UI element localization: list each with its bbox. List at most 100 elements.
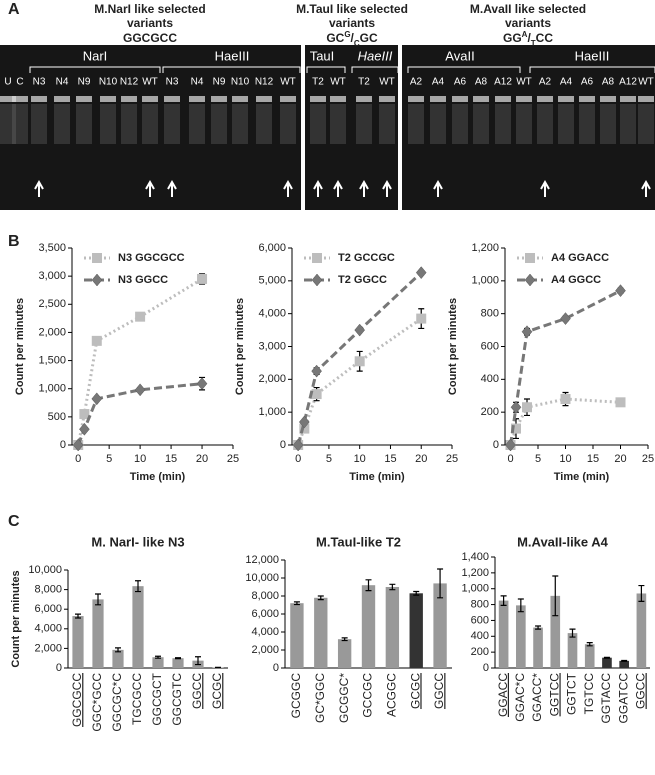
arrow <box>313 179 323 197</box>
panel-label: C <box>8 513 20 530</box>
y-tick-label: 1,000 <box>471 275 499 287</box>
chart-title: M.TauI-like T2 <box>316 534 401 549</box>
marker <box>511 423 521 434</box>
error-bar <box>603 656 610 659</box>
bar <box>550 595 561 668</box>
enzyme-label: HaeIII <box>215 48 250 63</box>
x-tick-label: GGCGCT <box>150 672 164 725</box>
y-tick-label: 10,000 <box>245 572 279 584</box>
site-part: GC <box>326 31 344 45</box>
lane-label: N3 <box>166 77 179 88</box>
lane-label: C <box>16 77 23 88</box>
band <box>100 96 116 102</box>
smear <box>620 104 636 144</box>
y-tick-label: 0 <box>280 439 286 451</box>
y-axis-label: Count per minutes <box>447 298 459 395</box>
legend-marker <box>92 253 102 263</box>
error-bar <box>155 655 161 659</box>
panel-label: A <box>8 1 20 18</box>
x-tick-label: 25 <box>642 453 654 465</box>
section-title: M.TauI like selected <box>296 2 408 16</box>
bar <box>409 593 423 668</box>
error-bar <box>115 647 121 653</box>
marker <box>298 415 310 429</box>
y-tick-label: 6,000 <box>251 608 279 620</box>
marker <box>91 335 102 346</box>
smear <box>408 104 424 144</box>
bar <box>112 649 124 668</box>
smear <box>12 104 28 144</box>
error-bar <box>293 601 300 606</box>
band <box>31 96 47 102</box>
error-bar <box>95 593 101 606</box>
smear <box>430 104 446 144</box>
chart-title: M. NarI- like N3 <box>91 534 184 549</box>
error-bar <box>341 637 348 642</box>
lane-label: T2 <box>312 77 324 88</box>
smear <box>638 104 654 144</box>
x-tick-label: GGTCT <box>565 672 579 715</box>
x-tick-label: 25 <box>446 453 458 465</box>
gel-image <box>402 45 655 210</box>
band <box>54 96 70 102</box>
x-tick-label: 20 <box>614 453 626 465</box>
band <box>330 96 346 102</box>
y-tick-label: 2,000 <box>38 326 66 338</box>
band <box>379 96 395 102</box>
x-tick-label: GCGGC <box>289 673 303 719</box>
bar <box>433 583 447 668</box>
bracket <box>529 66 655 73</box>
legend-label: N3 GGCGCC <box>118 252 185 264</box>
bar <box>172 658 184 668</box>
error-bar <box>500 595 507 606</box>
x-tick-label: GGTCC <box>547 673 561 717</box>
legend-marker <box>311 273 323 287</box>
lane-label: A2 <box>539 77 552 88</box>
y-tick-label: 4,000 <box>258 308 286 320</box>
x-tick-label: GGCGC*C <box>110 673 124 732</box>
error-bar <box>517 598 524 613</box>
x-tick-label: 15 <box>384 453 396 465</box>
band <box>495 96 511 102</box>
smear <box>379 104 395 144</box>
x-tick-label: GGCC <box>190 673 204 709</box>
y-tick-label: 10,000 <box>28 564 62 576</box>
y-tick-label: 600 <box>471 614 489 626</box>
lane-label: A8 <box>602 77 615 88</box>
error-bar <box>135 580 141 593</box>
y-tick-label: 400 <box>471 630 489 642</box>
lane-label: N12 <box>255 77 274 88</box>
y-tick-label: 0 <box>483 662 489 674</box>
x-tick-label: 10 <box>354 453 366 465</box>
smear <box>164 104 180 144</box>
arrow <box>359 179 369 197</box>
y-tick-label: 2,000 <box>34 642 62 654</box>
marker <box>79 409 90 420</box>
y-tick-label: 2,000 <box>251 644 279 656</box>
x-axis-label: Time (min) <box>554 471 610 483</box>
site-part: CC <box>536 31 554 45</box>
lane-label: WT <box>280 77 296 88</box>
x-tick-label: 5 <box>535 453 541 465</box>
enzyme-label: HaeIII <box>358 48 393 63</box>
y-tick-label: 1,400 <box>461 551 489 563</box>
marker <box>615 397 626 408</box>
marker <box>354 356 365 367</box>
section-title: variants <box>329 16 375 30</box>
x-tick-label: GGCC <box>432 673 446 709</box>
marker <box>196 377 208 391</box>
band <box>211 96 227 102</box>
legend-marker <box>91 273 103 287</box>
section-title: M.AvaII like selected <box>470 2 586 16</box>
lane-label: A4 <box>432 77 445 88</box>
band <box>537 96 553 102</box>
bar <box>92 599 104 668</box>
legend-label: T2 GGCC <box>338 274 387 286</box>
site-part: / <box>351 31 355 45</box>
error-bar <box>195 656 201 666</box>
y-tick-label: 1,000 <box>258 406 286 418</box>
bracket <box>351 66 399 73</box>
chart-title: M.AvaII-like A4 <box>517 534 609 549</box>
site-part: T <box>531 39 536 48</box>
